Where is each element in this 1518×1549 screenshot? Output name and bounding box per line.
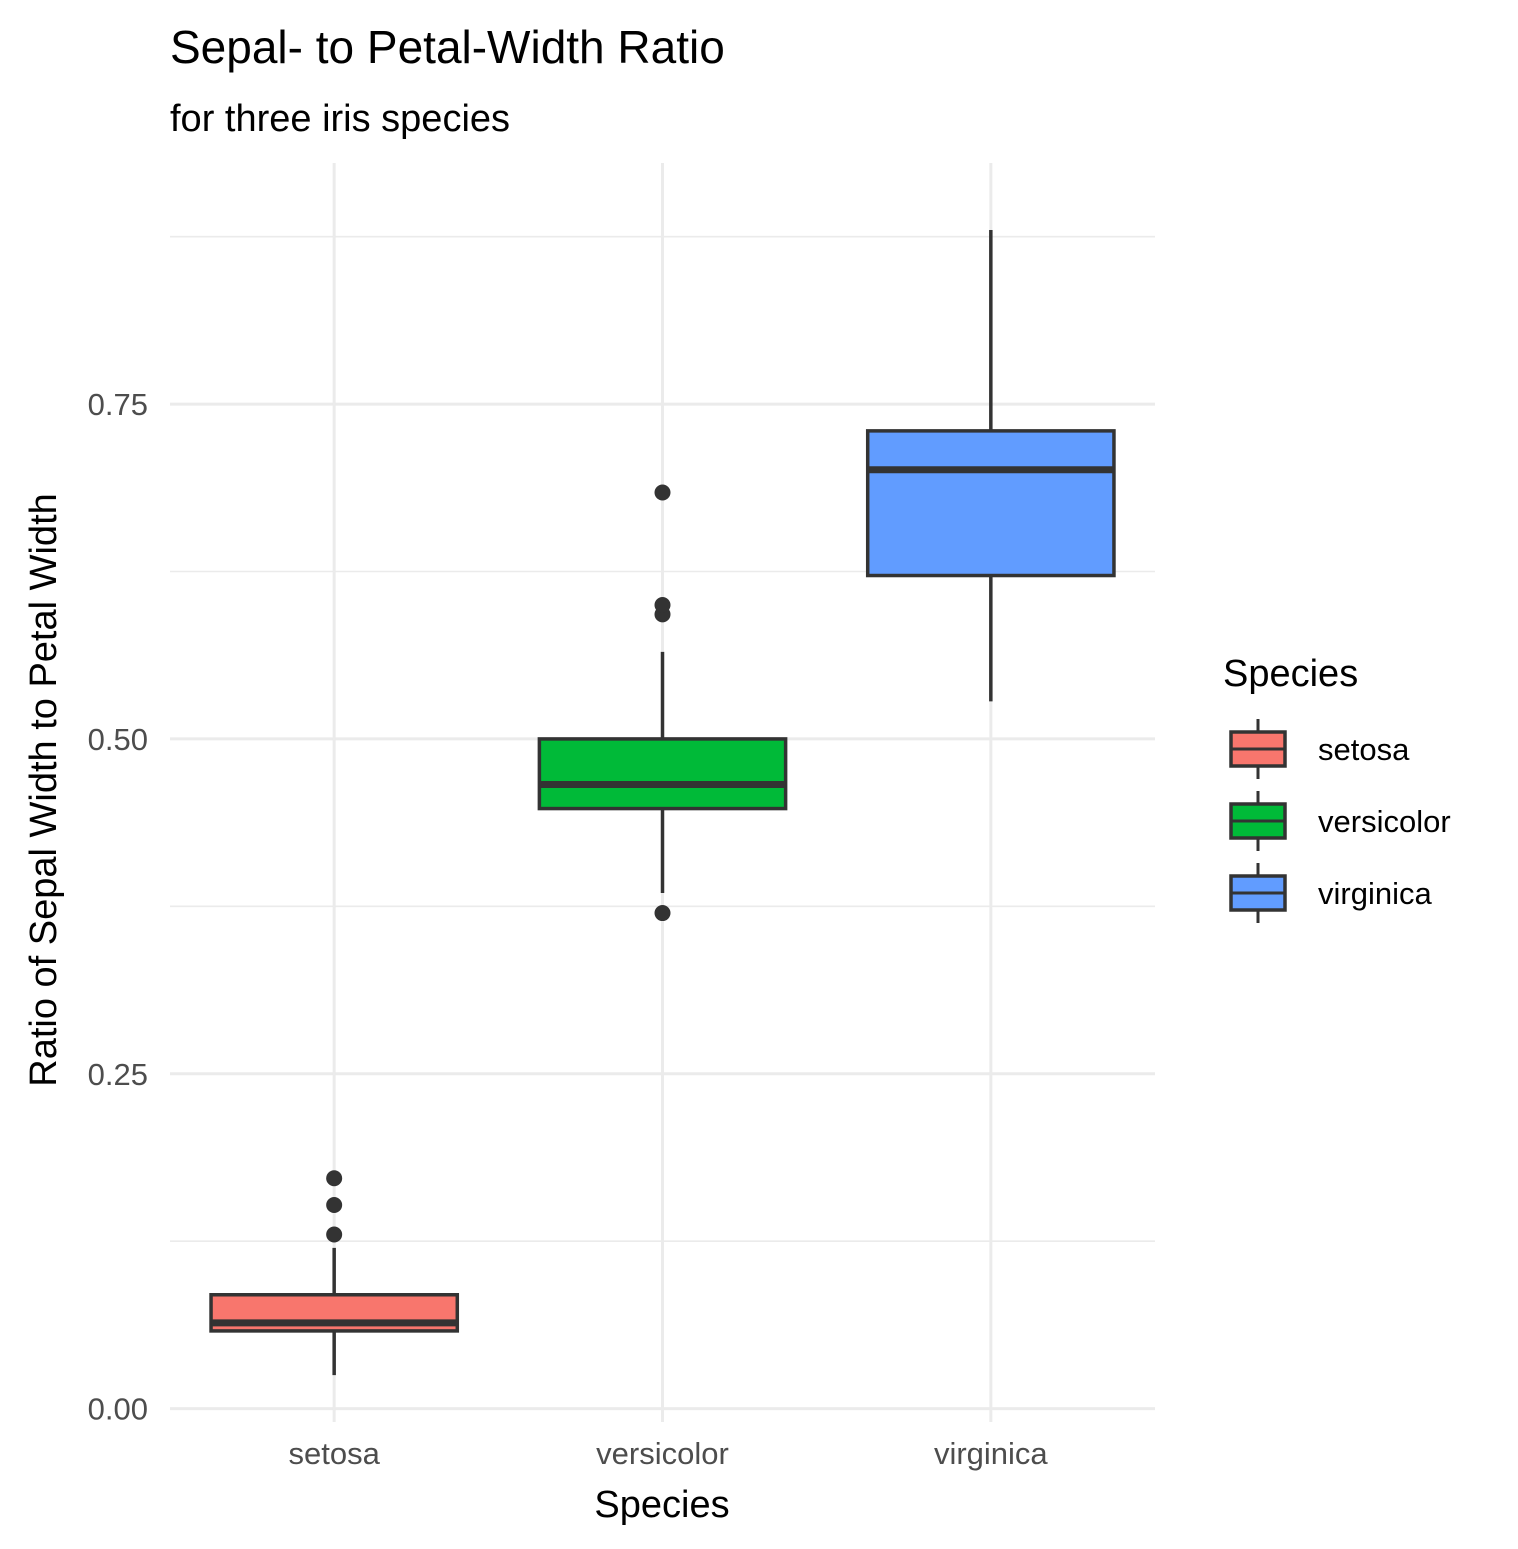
box-versicolor bbox=[537, 484, 788, 922]
outlier-point bbox=[654, 905, 671, 922]
outlier-point bbox=[326, 1170, 343, 1187]
chart-subtitle: for three iris species bbox=[170, 98, 510, 140]
legend-item-versicolor: versicolor bbox=[1229, 791, 1451, 851]
legend-label: virginica bbox=[1318, 876, 1432, 911]
outlier-point bbox=[654, 484, 671, 501]
box-setosa bbox=[209, 1170, 460, 1376]
legend-item-virginica: virginica bbox=[1229, 863, 1432, 923]
y-tick-label: 0.75 bbox=[88, 387, 148, 422]
box-virginica bbox=[865, 229, 1116, 702]
x-tick-label: versicolor bbox=[596, 1436, 729, 1471]
y-axis-title: Ratio of Sepal Width to Petal Width bbox=[23, 493, 65, 1087]
legend-item-setosa: setosa bbox=[1229, 719, 1410, 779]
legend-title: Species bbox=[1223, 653, 1358, 695]
x-tick-label: setosa bbox=[288, 1436, 380, 1471]
y-axis-ticks: 0.00 0.25 0.50 0.75 bbox=[88, 387, 148, 1427]
chart-title: Sepal- to Petal-Width Ratio bbox=[170, 21, 725, 73]
x-axis-title: Species bbox=[594, 1484, 729, 1526]
iqr-box bbox=[865, 429, 1116, 578]
boxes bbox=[209, 229, 1116, 1376]
legend-label: setosa bbox=[1318, 732, 1410, 767]
x-tick-label: virginica bbox=[934, 1436, 1048, 1471]
x-axis-ticks: setosa versicolor virginica bbox=[288, 1436, 1048, 1471]
iqr-box bbox=[537, 737, 788, 811]
y-tick-label: 0.50 bbox=[88, 722, 148, 757]
y-tick-label: 0.00 bbox=[88, 1392, 148, 1427]
outlier-point bbox=[654, 596, 671, 613]
legend: Species setosa versicolor virginica bbox=[1223, 653, 1451, 923]
y-tick-label: 0.25 bbox=[88, 1057, 148, 1092]
outlier-point bbox=[326, 1197, 343, 1214]
outlier-point bbox=[326, 1226, 343, 1243]
legend-label: versicolor bbox=[1318, 804, 1451, 839]
